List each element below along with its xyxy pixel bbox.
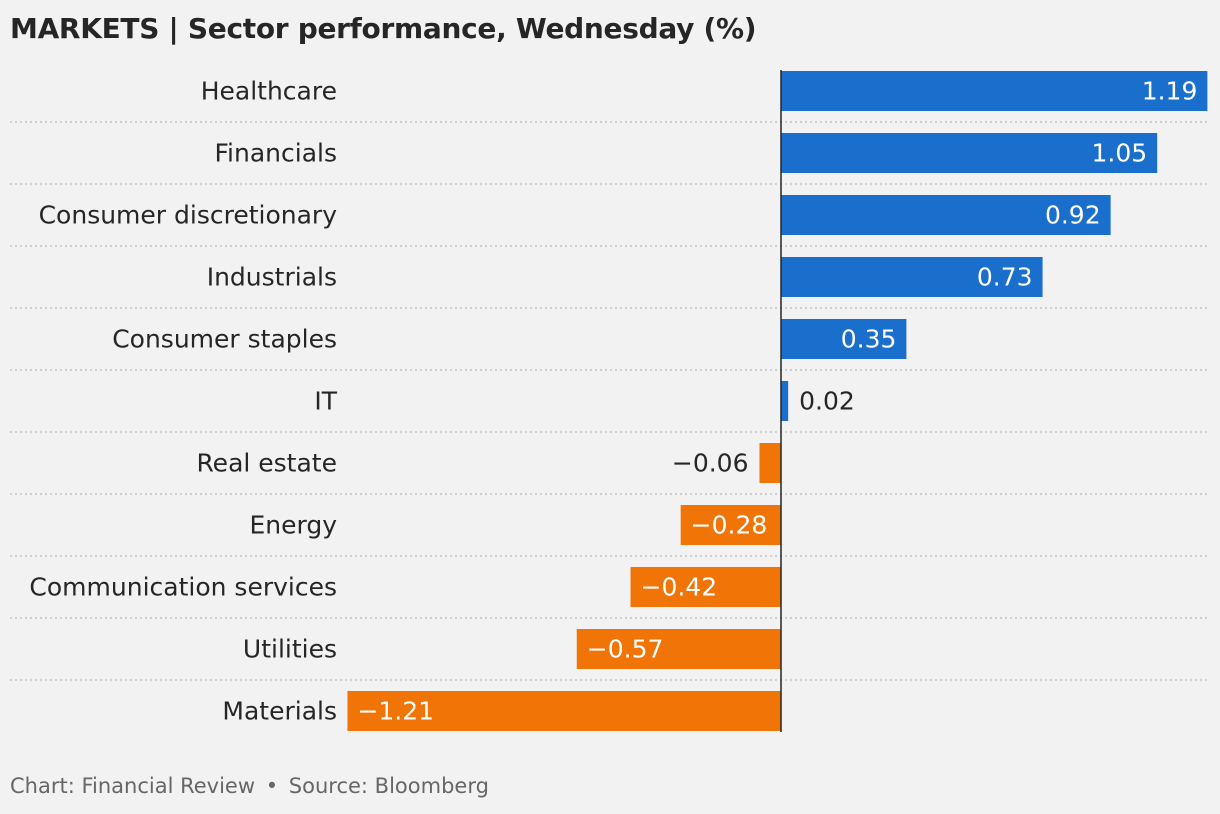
bar <box>576 629 781 669</box>
category-label: Materials <box>222 697 337 726</box>
category-label: Healthcare <box>201 77 337 106</box>
bar <box>759 443 781 483</box>
bars <box>347 71 1208 731</box>
value-label: −0.42 <box>641 573 718 602</box>
bar <box>347 691 781 731</box>
value-label: −0.28 <box>691 511 768 540</box>
value-label: −0.57 <box>587 635 664 664</box>
value-label: 1.19 <box>1142 77 1198 106</box>
category-label: Industrials <box>207 263 337 292</box>
gridlines <box>10 121 1210 681</box>
bar <box>781 319 907 359</box>
value-label: −0.06 <box>672 449 749 478</box>
bar <box>781 381 789 421</box>
value-label: 0.73 <box>977 263 1033 292</box>
category-label: IT <box>314 387 337 416</box>
footer-separator: • <box>265 774 279 798</box>
bar <box>781 133 1158 173</box>
chart-title: MARKETS | Sector performance, Wednesday … <box>10 12 757 45</box>
category-labels: Healthcare Financials Consumer discretiona… <box>29 77 337 726</box>
bar <box>781 195 1111 235</box>
value-label: 0.92 <box>1045 201 1101 230</box>
chart-source: Source: Bloomberg <box>288 774 489 798</box>
value-label: 1.05 <box>1092 139 1148 168</box>
chart-footer: Chart: Financial Review • Source: Bloomb… <box>10 774 489 798</box>
category-label: Consumer discretionary <box>39 201 338 230</box>
value-label: 0.35 <box>841 325 897 354</box>
category-label: Utilities <box>243 635 337 664</box>
category-label: Communication services <box>29 573 337 602</box>
category-label: Real estate <box>196 449 337 478</box>
bar <box>781 71 1208 111</box>
value-labels: 1.19 1.05 0.92 0.73 0.35 0.02 −0.06 −0.28 −0.42 −… <box>357 77 1197 726</box>
category-label: Financials <box>215 139 338 168</box>
value-label: 0.02 <box>799 387 855 416</box>
category-label: Energy <box>249 511 337 540</box>
value-label: −1.21 <box>357 697 434 726</box>
category-label: Consumer staples <box>112 325 337 354</box>
chart-credit: Chart: Financial Review <box>10 774 256 798</box>
bar <box>630 567 781 607</box>
bar <box>781 257 1043 297</box>
bar <box>680 505 781 545</box>
